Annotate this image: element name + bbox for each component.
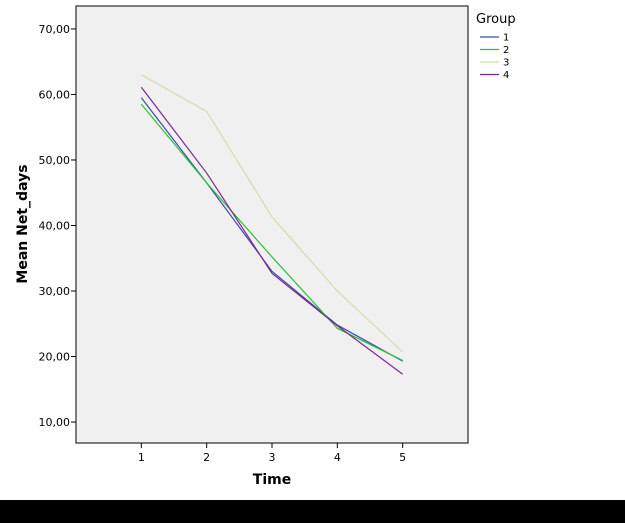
x-axis-title: Time bbox=[253, 472, 291, 488]
legend-title: Group bbox=[476, 12, 516, 27]
y-tick-label: 40,00 bbox=[39, 219, 71, 232]
series-line-group-3 bbox=[141, 74, 404, 353]
x-axis: 1 2 3 4 5 bbox=[138, 443, 406, 464]
series-line-group-4 bbox=[140, 86, 404, 375]
x-tick-label: 1 bbox=[138, 451, 145, 464]
y-axis-title: Mean Net_days bbox=[15, 164, 31, 283]
legend-label-group-1: 1 bbox=[503, 33, 509, 44]
y-tick-label: 30,00 bbox=[39, 285, 71, 298]
y-tick-label: 50,00 bbox=[39, 154, 71, 167]
legend-label-group-3: 3 bbox=[503, 58, 509, 69]
series-lines bbox=[140, 74, 404, 375]
y-tick-label: 60,00 bbox=[39, 88, 71, 101]
legend: Group 12 34 bbox=[476, 12, 516, 81]
x-tick-label: 4 bbox=[334, 451, 341, 464]
legend-label-group-2: 2 bbox=[503, 45, 509, 56]
bottom-black-bar bbox=[0, 500, 625, 523]
x-tick-label: 3 bbox=[269, 451, 276, 464]
x-tick-label: 2 bbox=[203, 451, 210, 464]
x-tick-label: 5 bbox=[399, 451, 406, 464]
y-tick-label: 10,00 bbox=[39, 416, 71, 429]
series-line-group-1 bbox=[140, 97, 403, 362]
y-tick-label: 20,00 bbox=[39, 351, 71, 364]
series-line-group-2 bbox=[140, 103, 403, 361]
legend-label-group-4: 4 bbox=[503, 70, 509, 81]
y-tick-label: 70,00 bbox=[39, 23, 71, 36]
plot-area bbox=[75, 5, 469, 444]
y-axis: 10,00 20,00 30,00 40,00 50,00 60,00 70,00 bbox=[39, 23, 76, 429]
